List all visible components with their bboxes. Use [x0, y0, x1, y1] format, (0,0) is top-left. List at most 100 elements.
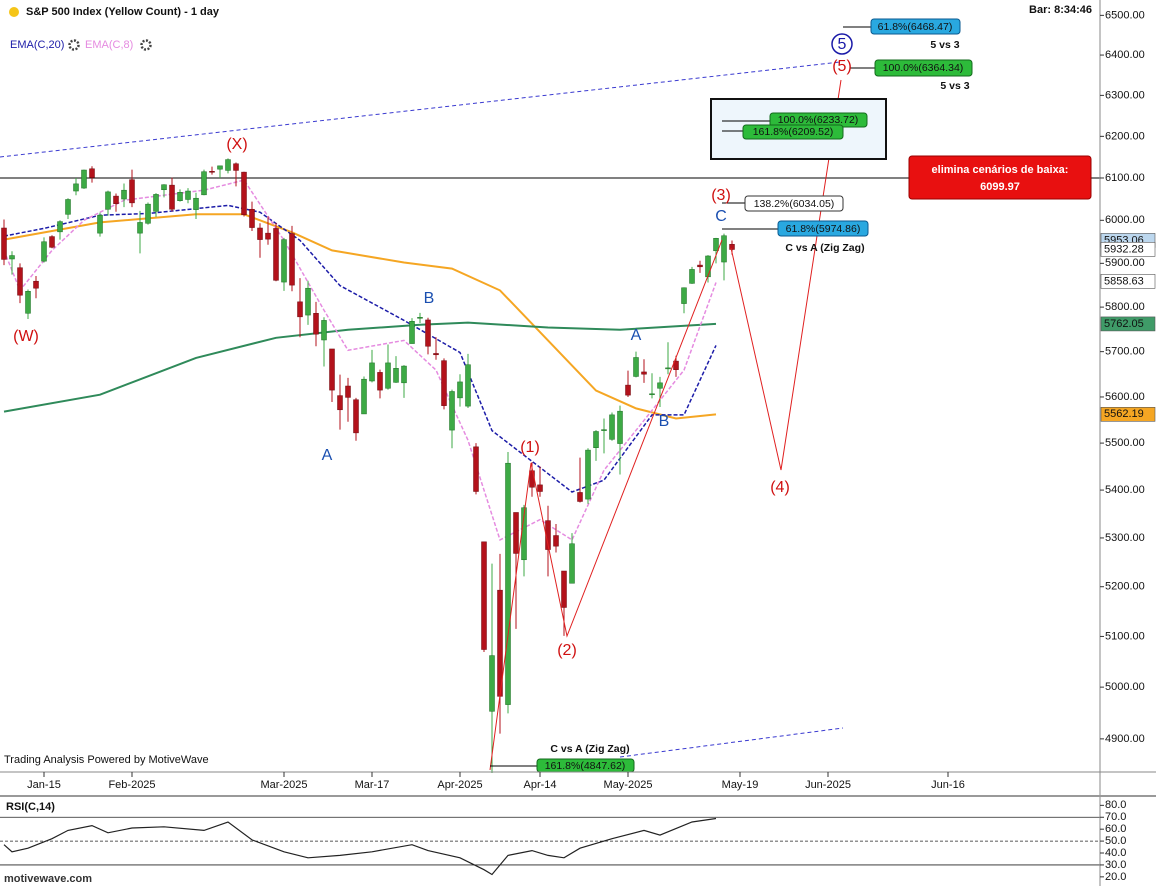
candle-body — [433, 353, 439, 356]
candle-body — [89, 168, 95, 178]
candle-body — [41, 241, 47, 262]
watermark: motivewave.com — [4, 873, 92, 885]
candle-body — [281, 239, 287, 283]
candle-body — [401, 365, 407, 384]
ratio-label: 5 vs 3 — [940, 80, 969, 92]
candle-body — [721, 235, 727, 263]
candle-body — [361, 378, 367, 415]
y-tick-label: 5200.00 — [1105, 581, 1145, 593]
candle-body — [697, 264, 703, 268]
candle-body — [105, 191, 111, 210]
candle-body — [625, 384, 631, 396]
threshold-text: elimina cenários de baixa: — [932, 164, 1069, 176]
candle-body — [561, 570, 567, 608]
candle-body — [369, 362, 375, 382]
x-tick-label: May-2025 — [604, 779, 653, 791]
panel-divider — [0, 795, 1156, 797]
candle-body — [137, 222, 143, 234]
candle-body — [225, 159, 231, 171]
candle-body — [657, 382, 663, 389]
candle-body — [185, 190, 191, 200]
candle-body — [161, 184, 167, 191]
rsi-title: RSI(C,14) — [6, 801, 55, 813]
settings-icon[interactable] — [68, 39, 80, 51]
wave-label: (2) — [557, 642, 577, 659]
candle-body — [113, 195, 119, 204]
candle-body — [169, 184, 175, 210]
candle-body — [633, 357, 639, 377]
candle-body — [409, 321, 415, 344]
rsi-tick-label: 60.0 — [1105, 823, 1126, 835]
y-tick-label: 5100.00 — [1105, 630, 1145, 642]
wave-label: B — [424, 290, 435, 307]
wave-label: C — [715, 208, 727, 225]
candle-body — [81, 169, 87, 189]
candle-body — [649, 393, 655, 396]
candle-body — [705, 255, 711, 278]
candle-body — [121, 189, 127, 200]
x-tick-label: Apr-2025 — [437, 779, 482, 791]
fib-box — [874, 59, 973, 77]
channel-line — [0, 61, 841, 158]
threshold-value: 6099.97 — [980, 181, 1020, 193]
y-tick-label: 6000.00 — [1105, 214, 1145, 226]
price-tag — [1100, 274, 1156, 289]
y-tick-label: 6200.00 — [1105, 130, 1145, 142]
wave-label: (X) — [226, 136, 247, 153]
bar-time: Bar: 8:34:46 — [1029, 4, 1092, 16]
x-tick-label: Mar-2025 — [260, 779, 307, 791]
candle-body — [617, 410, 623, 444]
fib-label: 61.8%(5974.86) — [786, 223, 861, 235]
fib-box — [742, 124, 844, 140]
candle-body — [17, 267, 23, 296]
candle-body — [609, 414, 615, 440]
candle-body — [641, 371, 647, 375]
candle-body — [233, 163, 239, 171]
fib-label: 161.8%(6209.52) — [753, 126, 834, 138]
candle-body — [345, 385, 351, 398]
channel-line — [619, 727, 844, 758]
price-tag-label: 5858.63 — [1104, 275, 1144, 287]
price-tag — [1100, 316, 1156, 332]
y-tick-label: 5000.00 — [1105, 681, 1145, 693]
indicator-line — [3, 321, 717, 413]
candle-body — [713, 238, 719, 252]
rsi-tick-label: 70.0 — [1105, 811, 1126, 823]
x-tick-label: Feb-2025 — [108, 779, 155, 791]
candle-body — [417, 317, 423, 319]
candle-body — [473, 446, 479, 492]
candle-body — [241, 171, 247, 216]
ratio-label: 5 vs 3 — [930, 39, 959, 51]
wave-label: (1) — [520, 439, 540, 456]
candle-body — [537, 484, 543, 492]
candle-body — [297, 301, 303, 318]
price-axis — [1100, 0, 1156, 795]
wave-label: (W) — [13, 328, 39, 345]
wave-label: 5 — [838, 36, 847, 53]
candle-body — [385, 362, 391, 389]
candle-body — [145, 203, 151, 224]
settings-icon[interactable] — [140, 39, 152, 51]
candle-body — [57, 221, 63, 233]
wave-label: (4) — [770, 479, 790, 496]
y-tick-label: 6300.00 — [1105, 89, 1145, 101]
candle-body — [65, 199, 71, 215]
candle-body — [513, 512, 519, 554]
candle-body — [593, 431, 599, 449]
fib-label: 100.0%(6364.34) — [883, 62, 964, 74]
ratio-label: C vs A (Zig Zag) — [785, 242, 864, 254]
candle-body — [257, 227, 263, 240]
candle-body — [1, 227, 7, 260]
symbol-dot — [9, 7, 19, 17]
x-tick-label: Jan-15 — [27, 779, 61, 791]
candle-body — [393, 368, 399, 383]
rsi-tick-label: 50.0 — [1105, 835, 1126, 847]
indicator-label: EMA(C,8) — [85, 39, 133, 51]
candle-body — [313, 313, 319, 335]
candle-body — [425, 319, 431, 347]
candle-body — [457, 381, 463, 399]
candle-body — [329, 348, 335, 391]
candle-body — [153, 194, 159, 212]
threshold-box — [908, 155, 1092, 200]
